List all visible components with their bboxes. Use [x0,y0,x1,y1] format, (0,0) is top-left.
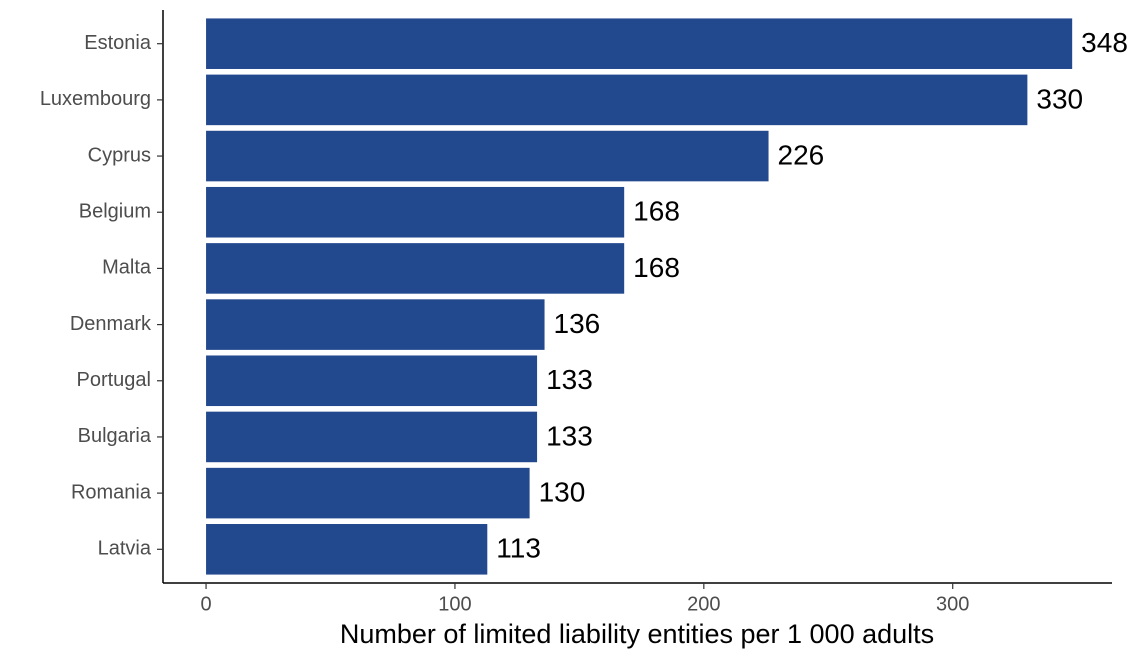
y-tick-label: Malta [102,257,152,279]
value-label: 113 [496,533,541,564]
value-label: 133 [546,420,593,451]
bar [206,130,769,182]
y-tick-label: Latvia [98,538,152,560]
bar [206,355,538,407]
y-tick-label: Bulgaria [78,425,152,447]
value-label: 133 [546,364,593,395]
bar [206,524,488,575]
value-label: 168 [633,196,680,227]
bar [206,18,1073,69]
y-tick-label: Luxembourg [40,88,151,110]
bar [206,411,538,463]
value-label: 168 [633,252,680,283]
value-label: 130 [539,477,586,508]
value-label: 226 [778,139,825,170]
y-tick-label: Romania [71,481,152,503]
value-label: 348 [1081,27,1128,58]
value-label: 136 [554,308,601,339]
x-tick-label: 200 [687,593,720,615]
x-tick-label: 100 [438,593,471,615]
bar [206,299,545,350]
y-tick-label: Portugal [77,369,152,391]
x-tick-label: 300 [936,593,969,615]
y-tick-label: Cyprus [88,144,151,166]
x-tick-label: 0 [200,593,211,615]
bar [206,243,625,294]
y-tick-label: Estonia [84,32,152,54]
y-tick-label: Denmark [70,313,152,335]
value-label: 330 [1036,83,1083,114]
bar [206,467,530,519]
bar [206,74,1028,126]
bar [206,186,625,238]
x-axis-title: Number of limited liability entities per… [340,619,934,649]
y-tick-label: Belgium [79,201,151,223]
